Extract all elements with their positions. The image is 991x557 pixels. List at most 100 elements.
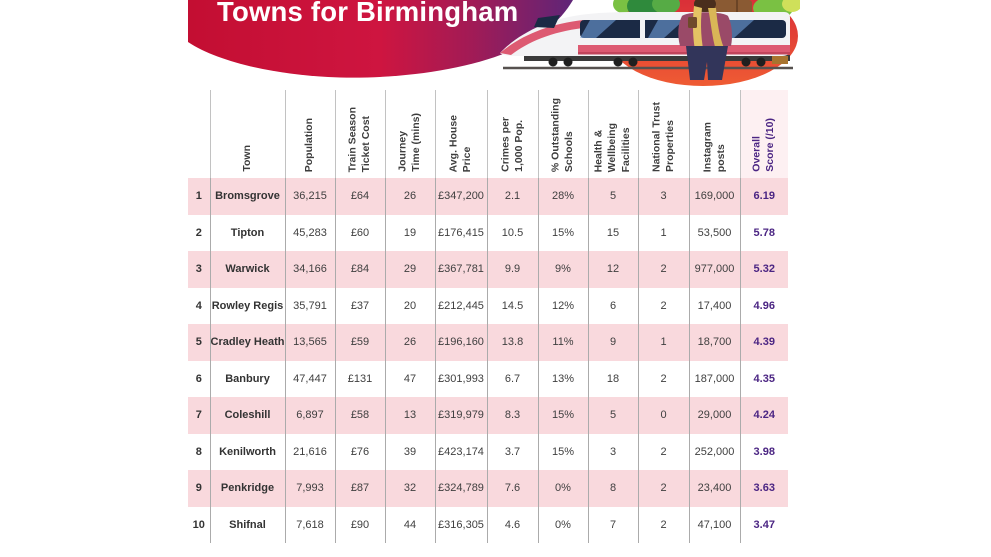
cell-house-price: £423,174 bbox=[435, 433, 488, 470]
cell-rank: 10 bbox=[188, 506, 211, 543]
cell-trust: 2 bbox=[638, 470, 690, 507]
cell-rank: 8 bbox=[188, 433, 211, 470]
header-ticket-cost-label: Train Season Ticket Cost bbox=[346, 106, 372, 172]
cell-rank: 2 bbox=[188, 214, 211, 251]
cell-ticket-cost: £64 bbox=[335, 178, 386, 215]
cell-crimes: 6.7 bbox=[487, 360, 539, 397]
cell-crimes: 4.6 bbox=[487, 506, 539, 543]
cell-population: 35,791 bbox=[285, 287, 336, 324]
cell-instagram: 169,000 bbox=[689, 178, 741, 215]
cell-house-price: £301,993 bbox=[435, 360, 488, 397]
cell-trust: 2 bbox=[638, 251, 690, 288]
cell-crimes: 14.5 bbox=[487, 287, 539, 324]
header-journey-time: Journey Time (mins) bbox=[385, 90, 436, 178]
cell-ticket-cost: £60 bbox=[335, 214, 386, 251]
cell-schools: 15% bbox=[538, 214, 589, 251]
header-town: Town bbox=[210, 90, 286, 178]
header-ticket-cost: Train Season Ticket Cost bbox=[335, 90, 386, 178]
cell-rank: 1 bbox=[188, 178, 211, 215]
cell-schools: 12% bbox=[538, 287, 589, 324]
cell-ticket-cost: £90 bbox=[335, 506, 386, 543]
table-row: 1 Bromsgrove 36,215 £64 26 £347,200 2.1 … bbox=[188, 178, 788, 215]
header-health-label: Health & Wellbeing Facilities bbox=[592, 122, 632, 172]
table-row: 8 Kenilworth 21,616 £76 39 £423,174 3.7 … bbox=[188, 433, 788, 470]
cell-health: 15 bbox=[588, 214, 639, 251]
table-row: 10 Shifnal 7,618 £90 44 £316,305 4.6 0% … bbox=[188, 506, 788, 543]
cell-journey-time: 20 bbox=[385, 287, 436, 324]
cell-rank: 5 bbox=[188, 324, 211, 361]
cell-schools: 0% bbox=[538, 506, 589, 543]
cell-health: 12 bbox=[588, 251, 639, 288]
cell-house-price: £347,200 bbox=[435, 178, 488, 215]
header-health: Health & Wellbeing Facilities bbox=[588, 90, 639, 178]
person-icon bbox=[678, 0, 732, 80]
cell-instagram: 23,400 bbox=[689, 470, 741, 507]
header-journey-time-label: Journey Time (mins) bbox=[396, 113, 422, 172]
cell-schools: 15% bbox=[538, 397, 589, 434]
cell-rank: 6 bbox=[188, 360, 211, 397]
banner: Towns for Birmingham bbox=[188, 0, 800, 96]
cell-rank: 7 bbox=[188, 397, 211, 434]
cell-population: 7,993 bbox=[285, 470, 336, 507]
table-row: 7 Coleshill 6,897 £58 13 £319,979 8.3 15… bbox=[188, 397, 788, 434]
cell-house-price: £316,305 bbox=[435, 506, 488, 543]
cell-house-price: £367,781 bbox=[435, 251, 488, 288]
cell-journey-time: 26 bbox=[385, 324, 436, 361]
cell-trust: 2 bbox=[638, 287, 690, 324]
table-header: Town Population Train Season Ticket Cost… bbox=[188, 90, 788, 178]
cell-rank: 4 bbox=[188, 287, 211, 324]
cell-house-price: £196,160 bbox=[435, 324, 488, 361]
cell-rank: 9 bbox=[188, 470, 211, 507]
cell-ticket-cost: £37 bbox=[335, 287, 386, 324]
cell-population: 45,283 bbox=[285, 214, 336, 251]
cell-journey-time: 32 bbox=[385, 470, 436, 507]
cell-instagram: 17,400 bbox=[689, 287, 741, 324]
cell-score: 4.35 bbox=[740, 360, 788, 397]
cell-schools: 13% bbox=[538, 360, 589, 397]
infographic: Towns for Birmingham Town Population Tra… bbox=[188, 0, 800, 557]
cell-score: 3.47 bbox=[740, 506, 788, 543]
cell-crimes: 8.3 bbox=[487, 397, 539, 434]
cell-journey-time: 13 bbox=[385, 397, 436, 434]
cell-schools: 0% bbox=[538, 470, 589, 507]
cell-health: 6 bbox=[588, 287, 639, 324]
cell-journey-time: 44 bbox=[385, 506, 436, 543]
cell-score: 5.32 bbox=[740, 251, 788, 288]
cell-crimes: 7.6 bbox=[487, 470, 539, 507]
cell-town: Banbury bbox=[210, 360, 286, 397]
cell-trust: 2 bbox=[638, 360, 690, 397]
header-population: Population bbox=[285, 90, 336, 178]
cell-health: 5 bbox=[588, 397, 639, 434]
cell-house-price: £212,445 bbox=[435, 287, 488, 324]
cell-rank: 3 bbox=[188, 251, 211, 288]
cell-schools: 11% bbox=[538, 324, 589, 361]
header-schools: % Outstanding Schools bbox=[538, 90, 589, 178]
cell-instagram: 252,000 bbox=[689, 433, 741, 470]
cell-crimes: 9.9 bbox=[487, 251, 539, 288]
cell-score: 5.78 bbox=[740, 214, 788, 251]
header-crimes: Crimes per 1,000 Pop. bbox=[487, 90, 539, 178]
cell-trust: 0 bbox=[638, 397, 690, 434]
cell-score: 3.63 bbox=[740, 470, 788, 507]
cell-town: Penkridge bbox=[210, 470, 286, 507]
cell-instagram: 47,100 bbox=[689, 506, 741, 543]
cell-score: 6.19 bbox=[740, 178, 788, 215]
header-house-price: Avg. House Price bbox=[435, 90, 488, 178]
cell-trust: 1 bbox=[638, 214, 690, 251]
header-schools-label: % Outstanding Schools bbox=[549, 97, 575, 172]
header-rank bbox=[188, 90, 211, 178]
header-town-label: Town bbox=[240, 145, 253, 172]
cell-town: Bromsgrove bbox=[210, 178, 286, 215]
header-overall-score-label: Overall Score (/10) bbox=[750, 118, 777, 172]
cell-house-price: £319,979 bbox=[435, 397, 488, 434]
cell-house-price: £324,789 bbox=[435, 470, 488, 507]
cell-ticket-cost: £87 bbox=[335, 470, 386, 507]
cell-town: Rowley Regis bbox=[210, 287, 286, 324]
cell-population: 6,897 bbox=[285, 397, 336, 434]
cell-health: 5 bbox=[588, 178, 639, 215]
page-title: Towns for Birmingham bbox=[217, 0, 519, 27]
cell-schools: 15% bbox=[538, 433, 589, 470]
cell-trust: 2 bbox=[638, 506, 690, 543]
train-icon bbox=[500, 12, 790, 67]
cell-instagram: 29,000 bbox=[689, 397, 741, 434]
